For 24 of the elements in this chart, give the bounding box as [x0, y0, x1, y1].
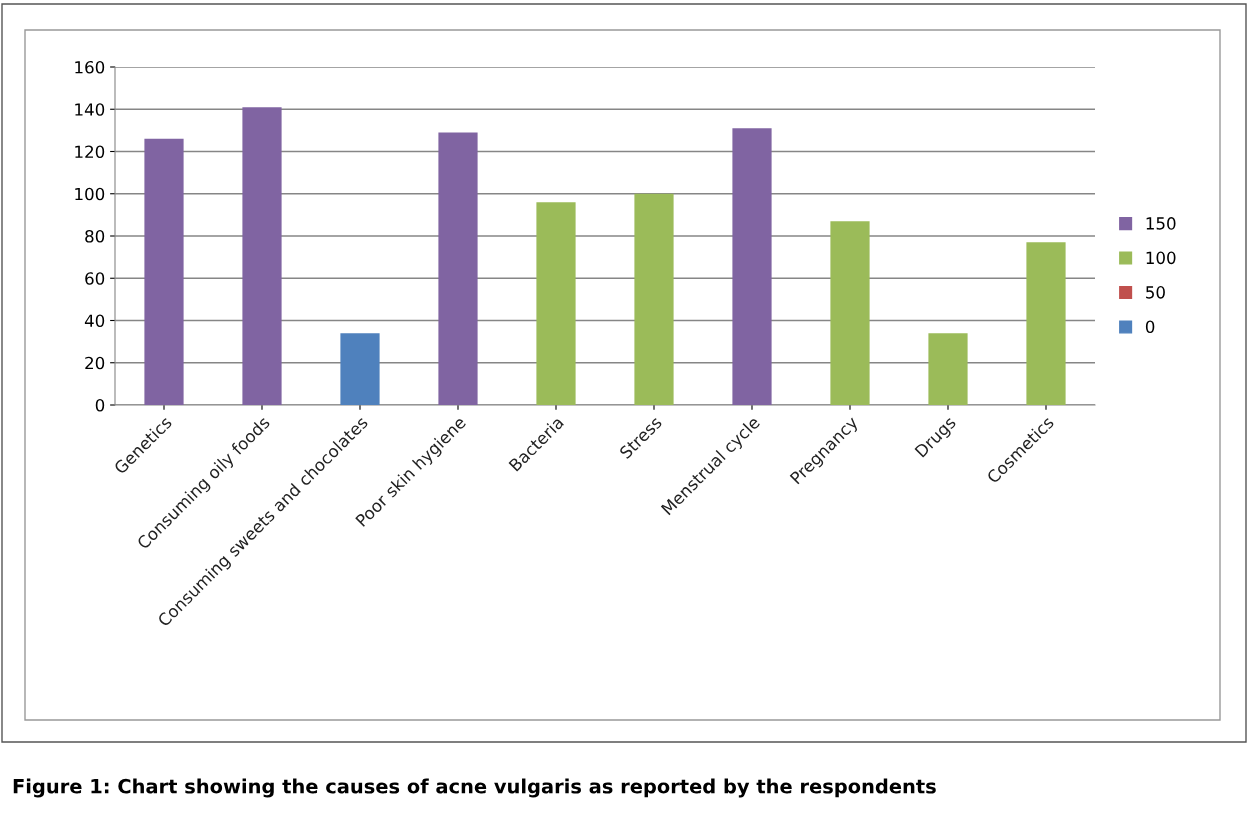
bar: [1026, 242, 1066, 405]
legend-label: 100: [1146, 251, 1176, 265]
y-tick-label: 100: [75, 187, 105, 201]
y-tick-label: 60: [85, 272, 105, 285]
y-tick-label: 120: [75, 145, 105, 159]
y-tick-label: 140: [75, 103, 105, 116]
bar: [634, 193, 674, 405]
legend-label: 0: [1145, 320, 1155, 334]
bar: [928, 333, 968, 405]
bar: [242, 107, 282, 405]
y-tick-label: 40: [84, 314, 105, 328]
bar: [144, 138, 184, 405]
y-tick-label: 20: [85, 356, 105, 370]
bar: [536, 202, 576, 405]
bar: [830, 221, 870, 405]
y-tick-label: 80: [85, 229, 105, 243]
bar: [732, 128, 772, 405]
legend-label: 150: [1146, 217, 1176, 230]
y-tick-label: 0: [95, 398, 105, 412]
y-tick-label: 160: [75, 60, 105, 74]
bar: [340, 333, 380, 405]
legend-label: 50: [1146, 286, 1165, 299]
caption: Figure 1: Chart showing the causes of acne vulgaris as reported by the respondents: [13, 778, 936, 798]
bar: [438, 132, 478, 405]
